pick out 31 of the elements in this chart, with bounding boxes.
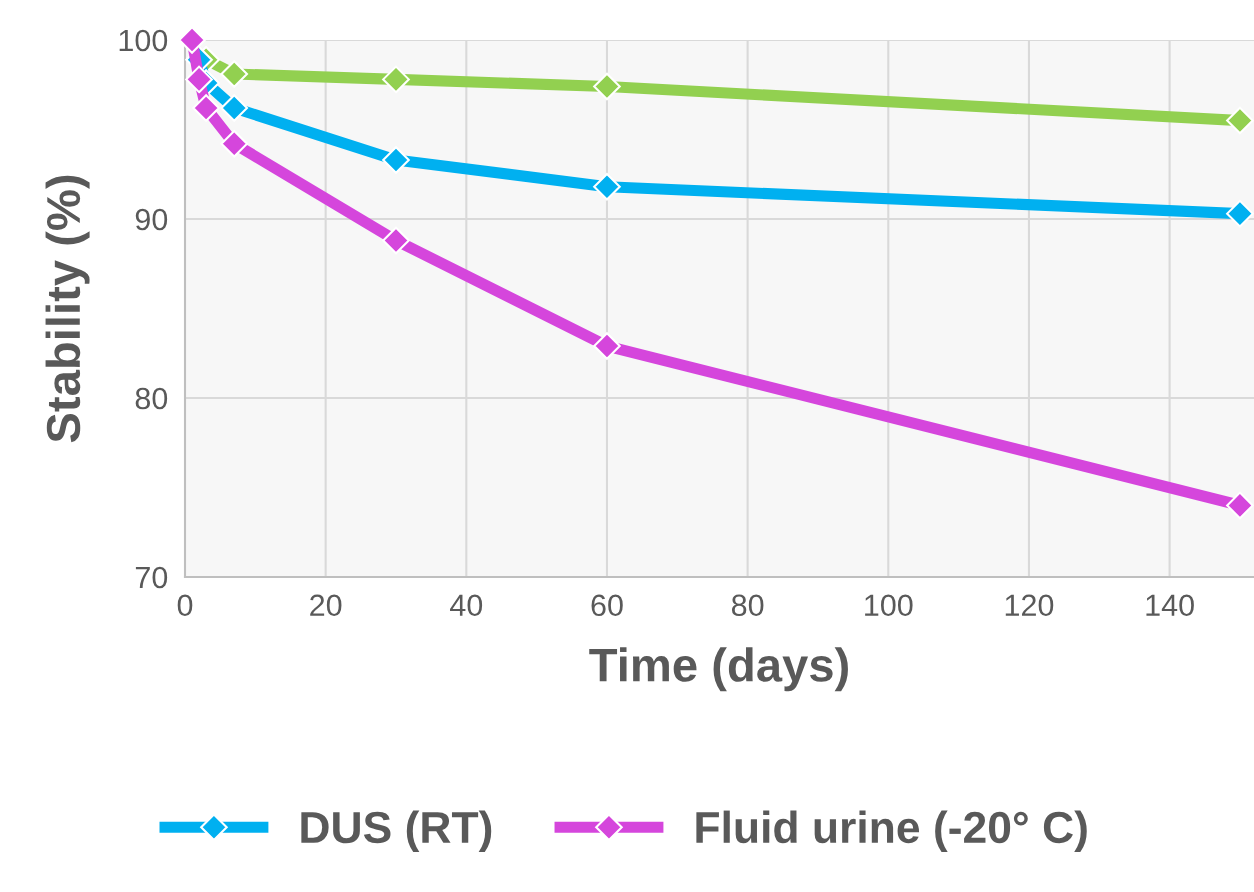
point [382, 65, 410, 94]
x-tick-label: 120 [1005, 594, 1054, 617]
y-tick-label: 100 [119, 29, 168, 52]
point [1226, 199, 1254, 228]
point [192, 94, 220, 122]
point [382, 226, 410, 255]
point [1226, 491, 1254, 520]
x-tick-label: 140 [1146, 594, 1194, 617]
point [220, 130, 249, 158]
point [593, 72, 621, 101]
x-tick-label: 0 [177, 594, 193, 617]
point [220, 60, 249, 88]
point [1226, 106, 1254, 135]
legend-label: DUS (RT) [301, 810, 492, 852]
x-tick-label: 60 [591, 594, 623, 617]
legend-label: Fluid urine (-20° C) [696, 810, 1087, 852]
y-tick-label: 90 [135, 208, 168, 231]
point [220, 94, 249, 122]
point [185, 65, 213, 94]
point [593, 172, 621, 201]
x-tick-label: 100 [865, 594, 913, 617]
y-tick-label: 80 [135, 387, 168, 410]
x-axis-title: Time (days) [589, 647, 848, 692]
point [593, 332, 621, 360]
point [382, 146, 410, 174]
x-tick-label: 20 [310, 594, 342, 617]
x-tick-label: 40 [450, 594, 483, 617]
point [178, 26, 206, 54]
y-tick-label: 70 [135, 566, 168, 589]
y-axis-title: Stability (%) [45, 175, 90, 443]
x-tick-label: 80 [731, 594, 764, 617]
